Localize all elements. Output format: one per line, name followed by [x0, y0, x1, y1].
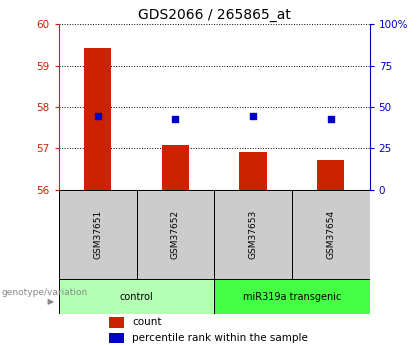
Bar: [84, 48, 111, 190]
Bar: [214, 279, 370, 314]
Text: miR319a transgenic: miR319a transgenic: [243, 292, 341, 302]
Point: [94, 113, 101, 119]
Point: [172, 116, 179, 121]
Bar: [109, 317, 124, 328]
Bar: [317, 160, 344, 190]
Bar: [214, 190, 292, 279]
Title: GDS2066 / 265865_at: GDS2066 / 265865_at: [138, 8, 291, 22]
Text: GSM37654: GSM37654: [326, 210, 335, 259]
Text: genotype/variation: genotype/variation: [1, 288, 87, 297]
Text: GSM37652: GSM37652: [171, 210, 180, 259]
Text: percentile rank within the sample: percentile rank within the sample: [132, 333, 308, 343]
Bar: [109, 333, 124, 344]
Bar: [59, 279, 214, 314]
Text: count: count: [132, 317, 162, 327]
Bar: [136, 190, 214, 279]
Bar: [162, 145, 189, 190]
Text: GSM37653: GSM37653: [249, 210, 257, 259]
Point: [328, 116, 334, 121]
Text: control: control: [120, 292, 153, 302]
Text: GSM37651: GSM37651: [93, 210, 102, 259]
Point: [249, 113, 256, 119]
Bar: [239, 152, 267, 190]
Bar: [59, 190, 136, 279]
Bar: [292, 190, 370, 279]
